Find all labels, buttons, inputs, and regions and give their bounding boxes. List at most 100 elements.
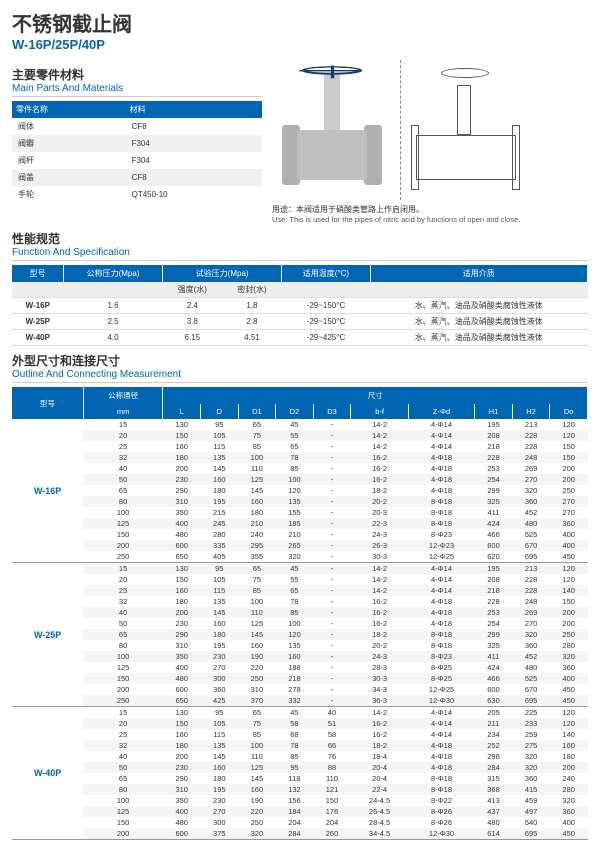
dim-cell: 12-Φ25: [408, 684, 474, 695]
dim-cell: 360: [550, 662, 588, 673]
dim-cell: 335: [201, 540, 239, 551]
dim-cell: 14-2: [351, 430, 409, 441]
dim-cell: 195: [475, 563, 513, 575]
spec-th: 型号: [12, 265, 64, 282]
part-mat: F304: [126, 135, 262, 152]
dim-cell: 200: [83, 540, 163, 551]
dim-cell: 250: [238, 817, 276, 828]
dim-cell: -: [313, 662, 351, 673]
dim-cell: 630: [475, 695, 513, 707]
sec1-en: Main Parts And Materials: [12, 83, 262, 97]
dim-cell: 4-Φ18: [408, 474, 474, 485]
dim-cell: 200: [83, 684, 163, 695]
dim-cell: 205: [475, 707, 513, 719]
dim-cell: 425: [201, 695, 239, 707]
dim-cell: 411: [475, 507, 513, 518]
dim-cell: 78: [276, 452, 314, 463]
dim-cell: 259: [512, 729, 550, 740]
dim-cell: 220: [238, 806, 276, 817]
dim-cell: -: [313, 452, 351, 463]
dim-cell: 160: [550, 740, 588, 751]
dim-col: D: [201, 404, 239, 419]
dim-cell: 132: [276, 784, 314, 795]
dim-cell: 80: [83, 784, 163, 795]
dim-cell: 280: [550, 640, 588, 651]
dim-cell: 18-2: [351, 740, 409, 751]
dim-cell: 300: [201, 673, 239, 684]
dim-cell: 480: [512, 518, 550, 529]
dim-cell: 600: [163, 540, 201, 551]
dim-cell: 160: [201, 762, 239, 773]
dim-cell: 195: [201, 640, 239, 651]
dim-cell: 85: [238, 729, 276, 740]
dim-cell: 400: [163, 518, 201, 529]
dim-cell: 120: [550, 718, 588, 729]
dim-cell: 16-2: [351, 618, 409, 629]
part-name: 阀瓣: [12, 135, 126, 152]
dim-cell: 230: [163, 762, 201, 773]
dim-cell: 230: [201, 651, 239, 662]
dim-cell: 160: [163, 729, 201, 740]
dim-cell: 25: [83, 441, 163, 452]
dim-cell: 4-Φ18: [408, 485, 474, 496]
dim-cell: 145: [201, 607, 239, 618]
dim-cell: 76: [313, 751, 351, 762]
dim-cell: 250: [238, 673, 276, 684]
dim-cell: 180: [238, 507, 276, 518]
dim-cell: 413: [475, 795, 513, 806]
dim-cell: 24-4.5: [351, 795, 409, 806]
dim-cell: 260: [313, 828, 351, 840]
dim-cell: 160: [238, 640, 276, 651]
dim-cell: 12-Φ25: [408, 551, 474, 563]
dim-cell: 225: [512, 707, 550, 719]
dim-cell: 16-2: [351, 474, 409, 485]
dim-cell: 695: [512, 695, 550, 707]
dim-cell: 100: [276, 474, 314, 485]
spec-cell: 2.5: [64, 314, 163, 330]
dim-cell: 360: [550, 806, 588, 817]
dim-cell: 200: [550, 463, 588, 474]
dim-cell: 95: [201, 707, 239, 719]
dim-cell: 88: [313, 762, 351, 773]
dim-cell: 185: [276, 518, 314, 529]
dim-cell: 110: [238, 463, 276, 474]
dim-cell: 125: [238, 762, 276, 773]
dim-cell: 400: [163, 662, 201, 673]
parts-h1: 零件名称: [12, 101, 126, 118]
dim-cell: 105: [201, 574, 239, 585]
dim-cell: 135: [276, 640, 314, 651]
dim-cell: 14-2: [351, 574, 409, 585]
dim-cell: 269: [512, 463, 550, 474]
dim-cell: 18-2: [351, 485, 409, 496]
dim-cell: 320: [512, 762, 550, 773]
dim-cell: 375: [201, 828, 239, 840]
dim-cell: 269: [512, 607, 550, 618]
spec-cell: 水、蒸汽、油品及硝酸类腐蚀性液体: [370, 314, 587, 330]
dim-cell: 15: [83, 419, 163, 430]
dim-cell: 80: [83, 496, 163, 507]
dim-cell: 145: [238, 773, 276, 784]
dim-cell: 4-Φ14: [408, 707, 474, 719]
dim-cell: 32: [83, 452, 163, 463]
dim-cell: 350: [163, 795, 201, 806]
handwheel-icon: [298, 66, 366, 75]
dim-cell: -: [313, 673, 351, 684]
dim-cell: 150: [550, 452, 588, 463]
dim-cell: -: [313, 540, 351, 551]
spec-th: 公称压力(Mpa): [64, 265, 163, 282]
dim-cell: 525: [512, 529, 550, 540]
dim-cell: 120: [550, 430, 588, 441]
dim-cell: 100: [238, 740, 276, 751]
dim-cell: 110: [313, 773, 351, 784]
spec-cell: 4.0: [64, 330, 163, 346]
dim-cell: 65: [83, 629, 163, 640]
dim-cell: 140: [550, 729, 588, 740]
dim-cell: 450: [550, 684, 588, 695]
dim-cell: 466: [475, 673, 513, 684]
dim-cell: 34-3: [351, 684, 409, 695]
dim-cell: 450: [550, 551, 588, 563]
dim-cell: 184: [276, 806, 314, 817]
dim-cell: 400: [163, 806, 201, 817]
dim-cell: 204: [313, 817, 351, 828]
dim-cell: 497: [512, 806, 550, 817]
